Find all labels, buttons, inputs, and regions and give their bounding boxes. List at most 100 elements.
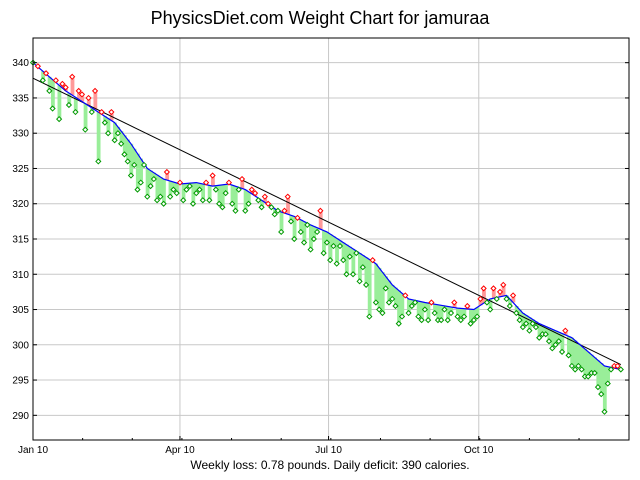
- deviation-bar: [589, 354, 594, 373]
- weigh-in-marker: [245, 200, 252, 207]
- deviation-bar: [566, 336, 571, 356]
- deviation-bar: [67, 93, 72, 105]
- weigh-in-marker: [310, 235, 317, 243]
- weigh-in-marker: [147, 182, 154, 190]
- weigh-in-marker: [34, 63, 42, 70]
- weigh-in-marker: [189, 200, 197, 207]
- weigh-in-marker: [376, 306, 383, 313]
- weigh-in-marker: [105, 130, 112, 137]
- weigh-in-marker: [180, 197, 187, 204]
- y-tick-label: 330: [12, 129, 29, 140]
- weigh-in-marker: [225, 179, 233, 186]
- deviation-bar: [351, 248, 356, 275]
- weigh-in-marker: [167, 193, 174, 200]
- trend-line: [32, 62, 621, 371]
- weigh-in-marker: [85, 94, 92, 102]
- deviation-bar: [501, 284, 506, 297]
- weigh-in-marker: [209, 172, 216, 179]
- y-tick-label: 290: [12, 411, 29, 422]
- weigh-in-marker: [258, 204, 265, 211]
- deviation-bar: [197, 183, 202, 190]
- weigh-in-marker: [186, 182, 193, 190]
- weigh-in-marker: [216, 200, 223, 207]
- weigh-in-marker: [78, 91, 86, 98]
- deviation-bar: [175, 183, 179, 194]
- deviation-bar: [338, 240, 343, 247]
- weigh-in-marker: [568, 362, 575, 370]
- weigh-in-marker: [572, 366, 579, 373]
- weigh-in-marker: [500, 281, 507, 288]
- weigh-in-marker: [425, 316, 432, 324]
- weigh-in-marker: [447, 309, 455, 317]
- deviation-bar: [103, 116, 108, 123]
- deviation-bar: [390, 284, 395, 299]
- weigh-in-marker: [575, 362, 582, 370]
- weigh-in-marker: [353, 249, 360, 257]
- deviation-bar: [286, 196, 290, 215]
- weigh-in-marker: [594, 383, 602, 391]
- deviation-bar: [557, 332, 561, 342]
- deviation-bar: [550, 329, 555, 349]
- deviation-bar: [211, 175, 215, 187]
- deviation-bar: [207, 185, 212, 201]
- weigh-in-marker: [349, 271, 357, 278]
- weigh-in-marker: [493, 295, 500, 303]
- weigh-in-marker: [317, 207, 324, 214]
- weigh-in-marker: [418, 316, 425, 324]
- weigh-in-marker: [379, 309, 386, 317]
- deviation-bar: [194, 182, 199, 194]
- weigh-in-marker: [278, 228, 285, 236]
- weigh-in-marker: [340, 257, 347, 264]
- weigh-in-marker: [480, 285, 487, 292]
- weigh-in-marker: [75, 87, 82, 95]
- weigh-in-marker: [431, 309, 438, 317]
- deviation-bar: [537, 323, 542, 338]
- weigh-in-marker: [56, 115, 63, 123]
- weigh-in-marker: [150, 175, 157, 183]
- deviation-bar: [400, 293, 405, 317]
- deviation-bar: [83, 103, 88, 130]
- weigh-in-marker: [382, 285, 389, 292]
- deviation-bar: [113, 122, 117, 141]
- weigh-in-marker: [157, 193, 164, 200]
- weigh-in-marker: [389, 295, 396, 303]
- deviation-bar: [292, 216, 297, 239]
- chart-footer: Weekly loss: 0.78 pounds. Daily deficit:…: [190, 458, 470, 472]
- weigh-in-marker: [536, 334, 543, 341]
- weigh-in-marker: [160, 200, 167, 207]
- weigh-in-marker: [519, 324, 526, 331]
- deviation-bar: [201, 183, 206, 201]
- weigh-in-marker: [545, 338, 553, 345]
- weigh-in-marker: [529, 320, 536, 327]
- deviation-bar: [472, 309, 477, 321]
- deviation-bar: [122, 135, 127, 155]
- weigh-in-marker: [140, 161, 148, 169]
- deviation-bar: [521, 313, 526, 328]
- deviation-bar: [308, 224, 313, 250]
- deviation-bar: [299, 219, 303, 232]
- deviation-bar: [86, 97, 91, 106]
- weigh-in-marker: [287, 218, 295, 225]
- deviation-bar: [596, 360, 601, 388]
- deviation-fills: [31, 62, 624, 412]
- deviation-bar: [260, 200, 264, 208]
- deviation-bar: [341, 242, 346, 261]
- weigh-in-marker: [408, 302, 415, 310]
- deviation-bar: [171, 182, 176, 190]
- weigh-in-marker: [271, 211, 278, 218]
- deviation-bar: [446, 306, 450, 321]
- deviation-bar: [586, 351, 591, 377]
- deviation-bar: [380, 272, 385, 314]
- weigh-in-marker: [503, 295, 510, 303]
- deviation-bar: [165, 172, 170, 181]
- deviation-bar: [318, 210, 323, 230]
- weigh-in-marker: [607, 366, 615, 373]
- weigh-in-marker: [314, 228, 321, 236]
- weigh-in-marker: [42, 70, 50, 77]
- chart-title: PhysicsDiet.com Weight Chart for jamuraa: [150, 8, 490, 28]
- deviation-bar: [246, 191, 251, 204]
- deviation-bar: [116, 126, 121, 134]
- weigh-in-marker: [523, 320, 530, 327]
- weigh-in-marker: [392, 302, 399, 310]
